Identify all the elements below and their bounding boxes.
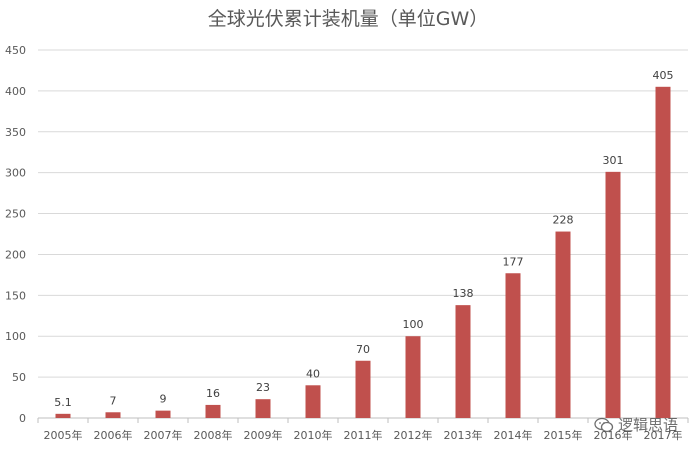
y-tick-label: 200 — [5, 248, 26, 261]
bar — [355, 360, 371, 418]
bar — [55, 413, 71, 418]
watermark: 逻辑思语 — [594, 414, 678, 435]
x-tick-label: 2015年 — [544, 428, 583, 442]
bar — [255, 399, 271, 418]
data-label: 7 — [110, 394, 117, 407]
x-axis-ticks: 2005年 2006年 2007年 2008年 2009年 2010年 2011年 2012年… — [44, 428, 683, 442]
y-tick-label: 300 — [5, 167, 26, 180]
x-tick-label: 2010年 — [294, 428, 333, 442]
data-label: 138 — [453, 287, 474, 300]
data-label: 16 — [206, 387, 220, 400]
x-tick-label: 2012年 — [394, 428, 433, 442]
bar — [155, 410, 171, 418]
data-label: 9 — [160, 393, 167, 406]
data-label: 40 — [306, 367, 320, 380]
y-tick-label: 50 — [12, 371, 26, 384]
data-label: 5.1 — [54, 396, 72, 409]
y-tick-label: 100 — [5, 330, 26, 343]
bar — [205, 404, 221, 418]
bar — [455, 305, 471, 418]
bars — [55, 86, 671, 419]
bar — [505, 273, 521, 418]
data-label: 228 — [553, 214, 574, 227]
bar — [555, 231, 571, 418]
x-tick-label: 2014年 — [494, 428, 533, 442]
x-tick-label: 2011年 — [344, 428, 383, 442]
x-tick-label: 2006年 — [94, 428, 133, 442]
chart-title: 全球光伏累计装机量（单位GW） — [208, 8, 489, 30]
wechat-icon — [594, 417, 614, 433]
bar — [605, 171, 621, 418]
x-tick-label: 2013年 — [444, 428, 483, 442]
x-tick-label: 2007年 — [144, 428, 183, 442]
x-tick-label: 2016年 — [594, 428, 633, 442]
bar — [305, 385, 321, 418]
y-tick-label: 250 — [5, 208, 26, 221]
data-label: 177 — [503, 255, 524, 268]
x-tick-label: 2008年 — [194, 428, 233, 442]
data-labels: 5.1 7 9 16 23 40 70 100 138 177 228 301 405 — [54, 69, 673, 409]
data-label: 70 — [356, 343, 370, 356]
bar — [105, 412, 121, 418]
y-axis-ticks: 0 50 100 150 200 250 300 350 400 450 — [5, 44, 26, 425]
y-tick-label: 0 — [19, 412, 26, 425]
bar — [405, 336, 421, 418]
y-tick-label: 150 — [5, 289, 26, 302]
y-tick-label: 450 — [5, 44, 26, 57]
data-label: 301 — [603, 154, 624, 167]
x-tick-label: 2009年 — [244, 428, 283, 442]
data-label: 100 — [403, 318, 424, 331]
x-tick-label: 2017年 — [644, 428, 683, 442]
data-label: 23 — [256, 381, 270, 394]
y-tick-label: 400 — [5, 85, 26, 98]
gridlines — [37, 49, 689, 423]
watermark-text: 逻辑思语 — [617, 416, 678, 434]
y-tick-label: 350 — [5, 126, 26, 139]
x-tick-label: 2005年 — [44, 428, 83, 442]
data-label: 405 — [653, 69, 674, 82]
bar — [655, 86, 671, 419]
